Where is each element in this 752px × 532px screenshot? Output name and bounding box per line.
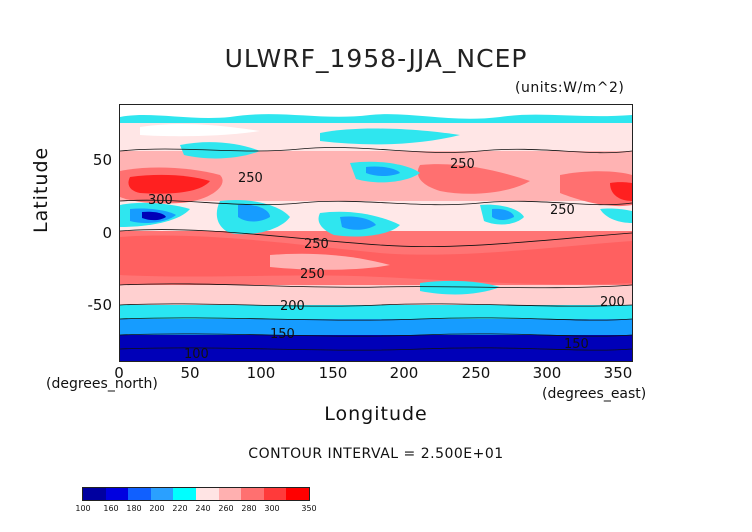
- x-tick-label: 350: [603, 364, 633, 382]
- x-tick-label: 50: [180, 364, 200, 382]
- contour-label: 250: [550, 203, 575, 218]
- colorbar-label: 240: [195, 504, 211, 513]
- colorbar-swatch: [286, 488, 309, 500]
- x-tick-label: 150: [318, 364, 348, 382]
- north-east-red: [560, 171, 632, 207]
- x-unit-label: (degrees_east): [542, 386, 647, 402]
- contour-label: 250: [304, 237, 329, 252]
- colorbar-swatch: [263, 488, 287, 500]
- colorbar: [82, 487, 310, 501]
- south-cyan-patch: [420, 280, 500, 295]
- colorbar-label: 280: [241, 504, 257, 513]
- x-axis-label: Longitude: [324, 403, 428, 425]
- contour-map: [120, 105, 632, 361]
- y-unit-label: (degrees_north): [46, 376, 158, 392]
- colorbar-label: 160: [103, 504, 119, 513]
- colorbar-swatch: [105, 488, 129, 500]
- map-title: ULWRF_1958-JJA_NCEP: [224, 44, 528, 73]
- arctic-white: [120, 105, 632, 119]
- north-pacific-blue: [366, 166, 400, 176]
- colorbar-label: 350: [301, 504, 317, 513]
- south-pink-patch: [270, 253, 390, 270]
- tropic-cyan-5: [600, 208, 632, 223]
- colorbar-label: 300: [264, 504, 280, 513]
- contour-label: 250: [300, 267, 325, 282]
- colorbar-swatch: [218, 488, 242, 500]
- colorbar-swatch: [195, 488, 219, 500]
- colorbar-label: 260: [218, 504, 234, 513]
- colorbar-swatch: [83, 488, 106, 500]
- north-white-patch: [140, 124, 260, 137]
- x-tick-label: 250: [461, 364, 491, 382]
- north-east-core: [610, 182, 632, 201]
- colorbar-label: 180: [126, 504, 142, 513]
- tropic-blue-2: [238, 204, 270, 222]
- map-plot-area: 250 300 250 250 250 250 200 200 150 150 …: [119, 104, 633, 362]
- x-tick-label: 100: [246, 364, 276, 382]
- colorbar-label: 100: [75, 504, 91, 513]
- contour-lines: [120, 147, 632, 351]
- contour-label: 250: [450, 157, 475, 172]
- x-tick-label: 0: [114, 364, 124, 382]
- contour-label: 200: [280, 299, 305, 314]
- y-tick-label: 50: [92, 151, 112, 169]
- y-tick-label: -50: [87, 296, 113, 314]
- colorbar-swatch: [150, 488, 174, 500]
- tropic-blue-3: [340, 216, 376, 230]
- south-subtropic-red: [120, 235, 632, 285]
- colorbar-swatch: [241, 488, 264, 500]
- colorbar-label: 220: [172, 504, 188, 513]
- band-south-blue: [120, 319, 632, 335]
- x-tick-label: 300: [532, 364, 562, 382]
- north-america-red: [417, 164, 530, 194]
- y-tick-label: 0: [102, 224, 112, 242]
- north-cyan-patch: [320, 128, 460, 145]
- contour-label: 100: [184, 347, 209, 362]
- tropic-blue-4: [492, 208, 514, 220]
- contour-label: 250: [238, 171, 263, 186]
- colorbar-swatch: [173, 488, 196, 500]
- colorbar-label: 200: [149, 504, 165, 513]
- x-tick-label: 200: [389, 364, 419, 382]
- band-south-pink: [120, 285, 632, 305]
- tropic-navy-1: [142, 211, 166, 221]
- north-africa-core: [128, 174, 210, 194]
- band-south-cyan: [120, 305, 632, 319]
- contour-interval-text: CONTOUR INTERVAL = 2.500E+01: [248, 446, 504, 462]
- y-axis-label: Latitude: [30, 146, 52, 233]
- units-label: (units:W/m^2): [515, 80, 625, 96]
- contour-label: 200: [600, 295, 625, 310]
- contour-label: 150: [564, 337, 589, 352]
- contour-label: 300: [148, 193, 173, 208]
- contour-label: 150: [270, 327, 295, 342]
- colorbar-swatch: [128, 488, 151, 500]
